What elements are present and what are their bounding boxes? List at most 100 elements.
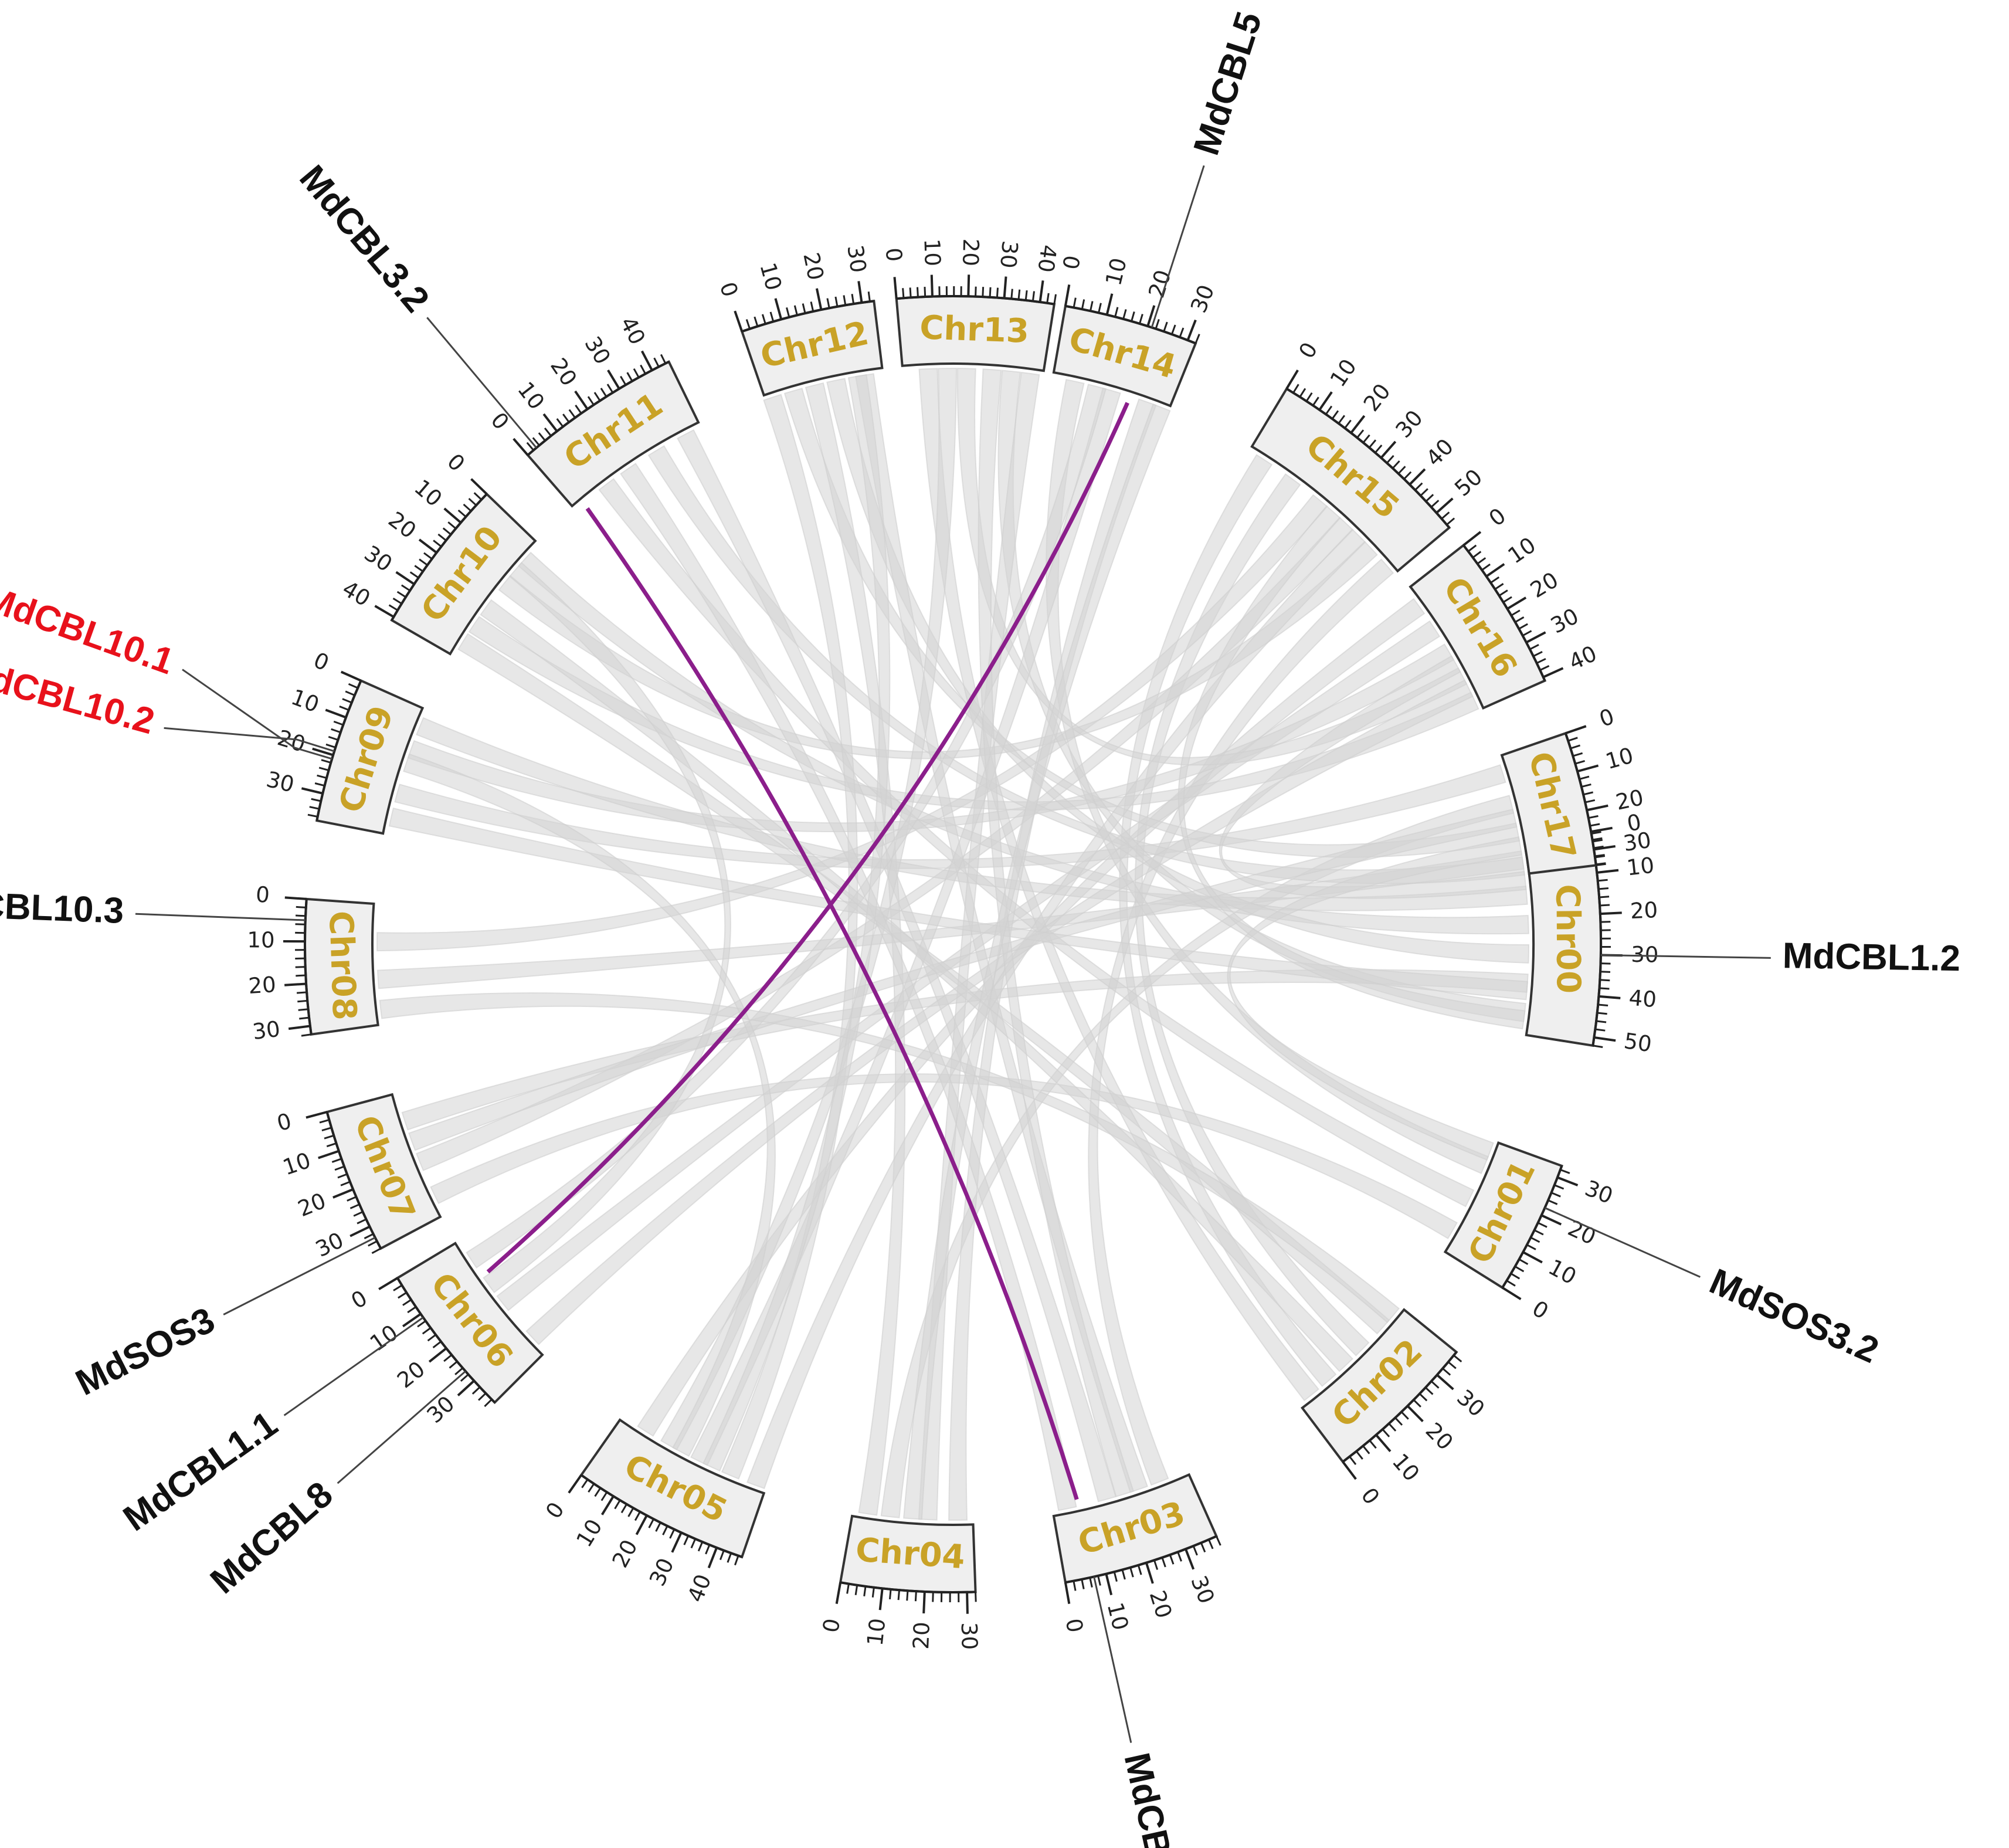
minor-tick <box>909 287 912 298</box>
minor-tick <box>1441 511 1450 520</box>
minor-tick <box>337 1173 348 1179</box>
tick-label: 0 <box>310 647 332 676</box>
tick-label: 20 <box>384 507 421 544</box>
gene-leader-line <box>426 317 537 449</box>
tick-label: 10 <box>280 1148 314 1181</box>
minor-tick <box>1131 311 1135 322</box>
minor-tick <box>1533 650 1543 657</box>
synteny-ribbon <box>826 378 1530 964</box>
tick-label: 30 <box>579 332 615 369</box>
minor-tick <box>1375 445 1383 453</box>
tick-label: 20 <box>1143 267 1176 301</box>
minor-tick <box>1413 1399 1421 1408</box>
major-tick <box>1540 1214 1562 1226</box>
gene-leader-line <box>1544 1207 1701 1278</box>
tick-label: 30 <box>311 1228 347 1262</box>
tick-label: 20 <box>1145 1588 1177 1622</box>
tick-label: 0 <box>1061 1616 1088 1635</box>
minor-tick <box>1539 665 1550 671</box>
minor-tick <box>307 813 318 818</box>
minor-tick <box>648 1518 654 1528</box>
scale-baseline <box>315 680 362 821</box>
tick-label: 0 <box>541 1497 569 1523</box>
major-tick <box>1599 995 1621 999</box>
major-tick <box>1600 911 1622 915</box>
minor-tick <box>1098 303 1102 313</box>
scale-baseline <box>741 300 874 333</box>
minor-tick <box>1122 309 1127 320</box>
minor-tick <box>932 1592 934 1602</box>
minor-tick <box>1572 752 1583 757</box>
minor-tick <box>457 509 467 518</box>
major-tick <box>1409 468 1426 486</box>
minor-tick <box>633 368 640 378</box>
minor-tick <box>532 437 540 446</box>
major-tick <box>1462 531 1482 547</box>
synteny-ribbon <box>703 374 891 1472</box>
gene-label: MdCBL8 <box>203 1474 341 1602</box>
major-tick <box>671 1532 683 1553</box>
tick-label: 30 <box>842 243 871 274</box>
minor-tick <box>593 392 601 402</box>
minor-tick <box>401 584 410 592</box>
gene-label: MdSOS3 <box>69 1300 221 1403</box>
tick-label: 10 <box>863 1617 891 1647</box>
gene-label: MdCBL1.2 <box>1782 935 1960 979</box>
minor-tick <box>1442 1368 1451 1376</box>
minor-tick <box>437 533 447 541</box>
minor-tick <box>575 405 582 414</box>
scale-baseline <box>581 1474 742 1558</box>
minor-tick <box>562 413 570 423</box>
major-tick <box>1522 1251 1543 1264</box>
minor-tick <box>594 1487 602 1497</box>
minor-tick <box>1579 775 1590 780</box>
tick-label: 0 <box>1356 1483 1384 1510</box>
major-tick <box>1342 1461 1357 1480</box>
minor-tick <box>538 432 546 442</box>
major-tick <box>966 1592 969 1614</box>
major-tick <box>378 1277 398 1290</box>
minor-tick <box>697 1541 704 1552</box>
minor-tick <box>301 1033 311 1037</box>
minor-tick <box>1597 879 1608 882</box>
major-tick <box>600 1496 615 1515</box>
minor-tick <box>422 1327 432 1335</box>
gene-leader-line <box>135 913 306 921</box>
tick-label: 20 <box>392 1357 430 1393</box>
minor-tick <box>1481 563 1491 571</box>
synteny-ribbon <box>408 808 1518 1151</box>
tick-label: 30 <box>1452 1385 1489 1422</box>
minor-tick <box>826 298 830 308</box>
highlight-link <box>486 402 1129 1274</box>
major-tick <box>607 369 620 389</box>
tick-label: 0 <box>486 408 514 435</box>
major-tick <box>1318 391 1333 411</box>
minor-tick <box>1010 289 1013 299</box>
synteny-ribbon <box>948 398 1157 1521</box>
synteny-ribbons <box>376 368 1530 1521</box>
minor-tick <box>867 291 871 302</box>
synteny-ribbon <box>598 478 1475 1208</box>
major-tick <box>1105 293 1114 316</box>
minor-tick <box>334 1165 345 1171</box>
gene-leader-line <box>1093 1576 1132 1743</box>
minor-tick <box>761 314 766 324</box>
minor-tick <box>769 311 775 322</box>
gene-mdcbl1-2: MdCBL1.2 <box>1600 935 1961 979</box>
scale-baseline <box>396 1277 496 1403</box>
minor-tick <box>299 1016 310 1020</box>
major-tick <box>1436 497 1454 514</box>
minor-tick <box>1024 290 1028 301</box>
major-tick <box>1565 725 1587 735</box>
major-tick <box>1557 1176 1579 1186</box>
tick-label: 20 <box>1526 567 1563 603</box>
tick-label: 40 <box>683 1571 716 1606</box>
tick-label: 0 <box>715 279 743 300</box>
major-tick <box>470 478 488 495</box>
minor-tick <box>588 1483 595 1493</box>
major-tick <box>395 571 415 585</box>
minor-tick <box>1153 1559 1159 1570</box>
major-tick <box>1577 764 1599 773</box>
minor-tick <box>683 1535 690 1545</box>
